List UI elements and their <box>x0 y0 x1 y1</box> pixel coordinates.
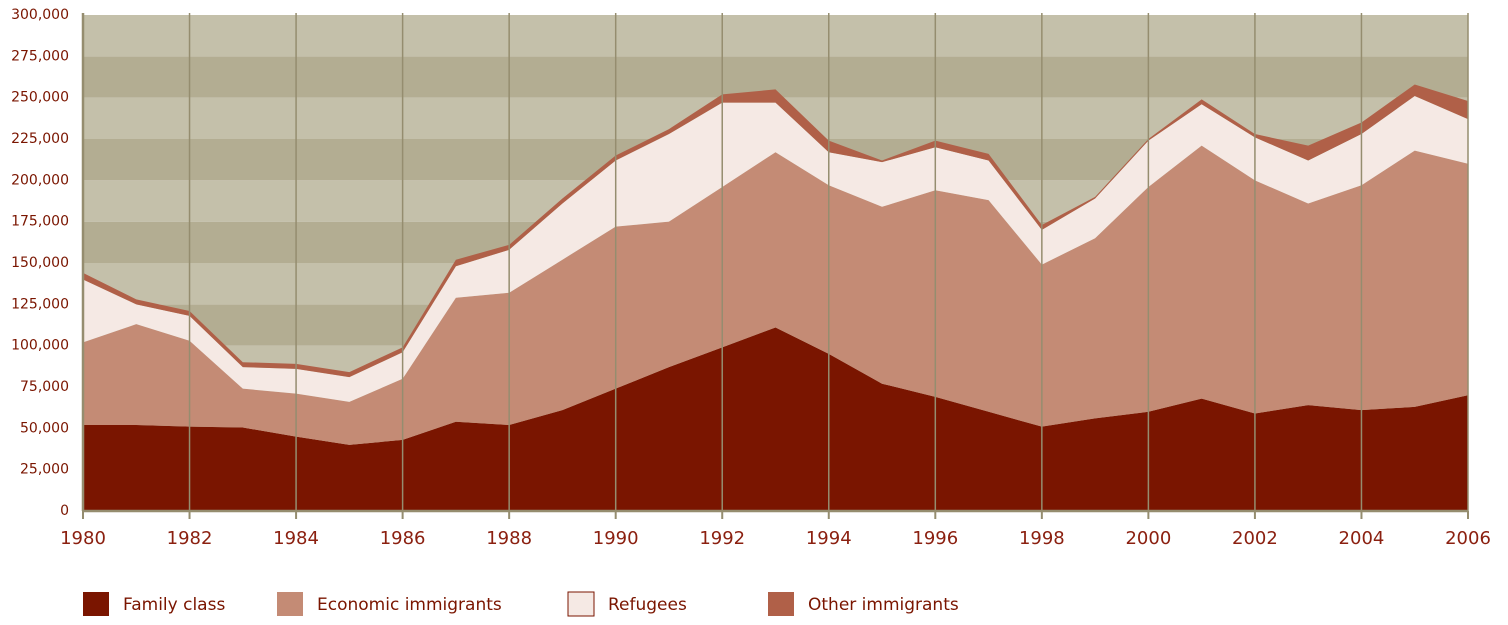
y-tick-label: 275,000 <box>11 48 69 64</box>
area <box>83 145 1468 445</box>
x-tick-label: 1994 <box>806 528 852 549</box>
y-tick-label: 100,000 <box>11 338 69 354</box>
y-tick-label: 50,000 <box>20 420 69 436</box>
area <box>83 84 1468 378</box>
x-tick-label: 1980 <box>60 528 106 549</box>
grid <box>81 13 1469 519</box>
y-tick-label: 150,000 <box>11 255 69 271</box>
legend-swatch <box>567 591 595 617</box>
areas <box>83 84 1468 511</box>
x-tick-label: 1984 <box>273 528 319 549</box>
x-tick-label: 2002 <box>1232 528 1278 549</box>
legend-swatch <box>768 592 794 616</box>
y-tick-label: 175,000 <box>11 214 69 230</box>
area <box>83 96 1468 402</box>
x-tick-label: 1982 <box>167 528 213 549</box>
grid-band <box>83 15 1468 57</box>
x-tick-label: 1988 <box>486 528 532 549</box>
y-tick-label: 125,000 <box>11 296 69 312</box>
y-tick-label: 300,000 <box>11 7 69 23</box>
area <box>83 327 1468 511</box>
x-tick-label: 2004 <box>1339 528 1385 549</box>
y-tick-label: 25,000 <box>20 462 69 478</box>
x-tick-label: 1998 <box>1019 528 1065 549</box>
y-tick-label: 0 <box>60 503 69 519</box>
x-tick-label: 1990 <box>593 528 639 549</box>
legend-label: Other immigrants <box>808 595 959 615</box>
x-tick-label: 2006 <box>1445 528 1491 549</box>
x-tick-label: 1986 <box>380 528 426 549</box>
legend-swatch <box>83 592 109 616</box>
legend-swatch <box>277 592 303 616</box>
y-tick-label: 200,000 <box>11 172 69 188</box>
x-tick-label: 1996 <box>912 528 958 549</box>
x-tick-label: 2000 <box>1125 528 1171 549</box>
y-tick-label: 250,000 <box>11 90 69 106</box>
legend-label: Refugees <box>608 595 687 615</box>
y-tick-label: 75,000 <box>20 379 69 395</box>
legend-label: Economic immigrants <box>317 595 502 615</box>
legend-label: Family class <box>123 595 225 615</box>
x-tick-label: 1992 <box>699 528 745 549</box>
y-tick-label: 225,000 <box>11 131 69 147</box>
labels: 0 25,000 50,000 75,000 100,000 125,000 150,000… <box>11 7 1491 617</box>
